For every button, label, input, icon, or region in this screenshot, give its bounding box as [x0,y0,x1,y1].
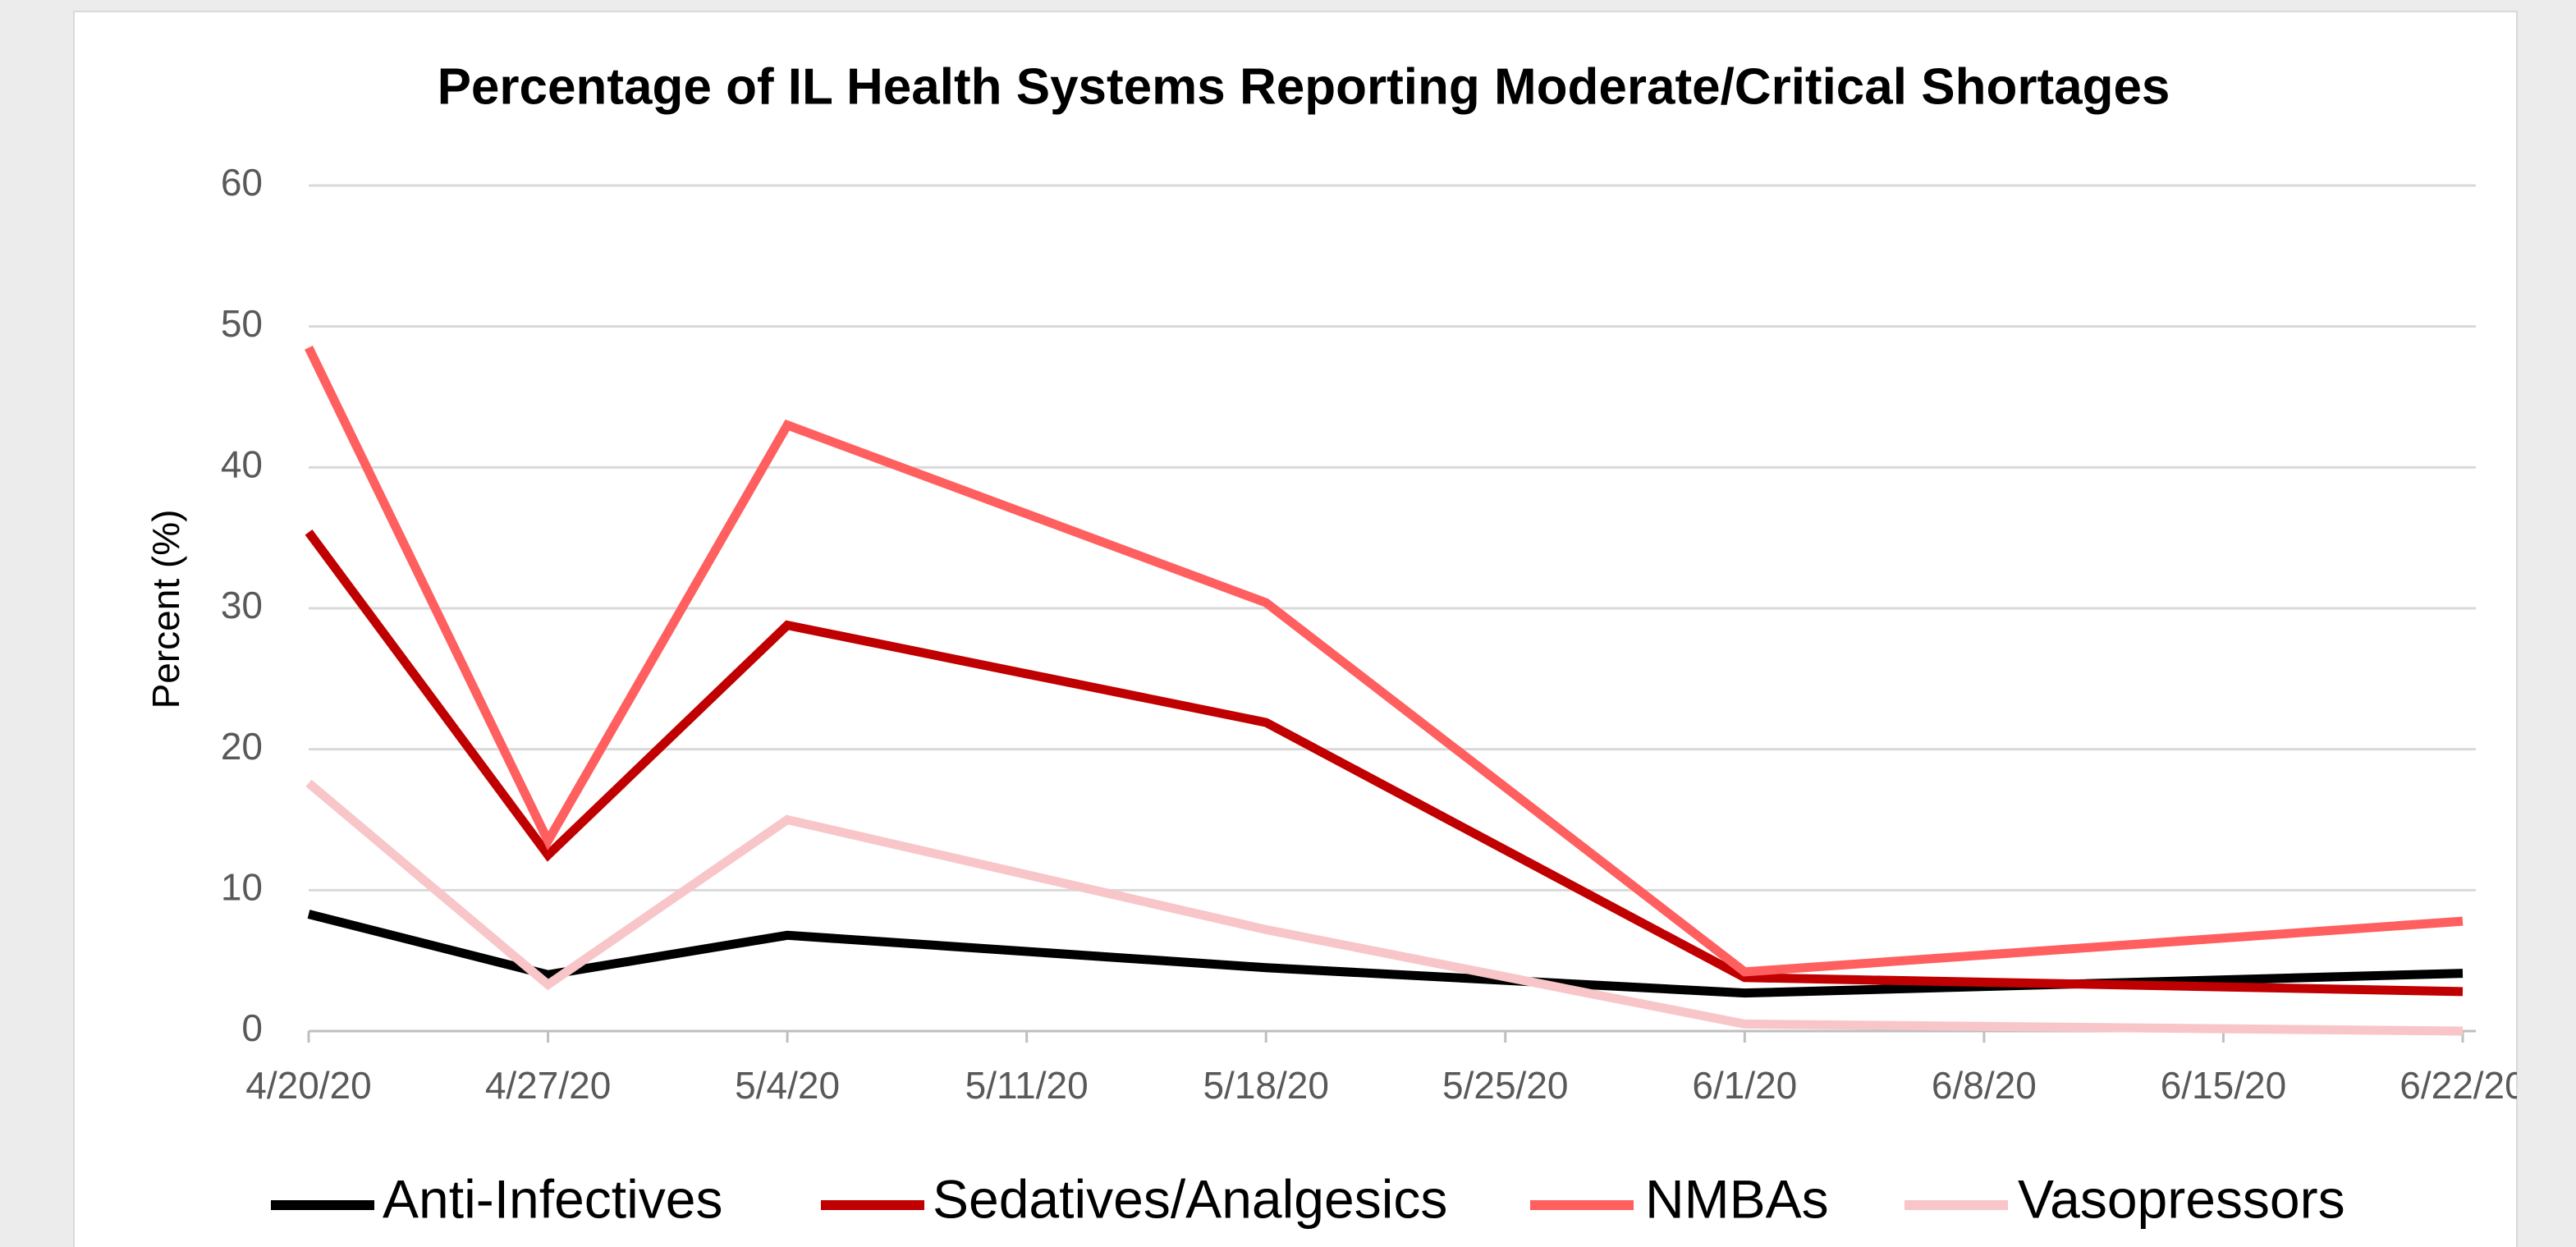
series-line [305,530,2464,997]
y-tick-label: 40 [221,442,263,485]
legend-label: NMBAs [1645,1168,1829,1229]
x-tick-label: 6/1/20 [1692,1064,1797,1107]
y-tick-label: 30 [221,584,263,626]
legend-label: Anti-Infectives [383,1168,723,1229]
x-tick-label: 5/11/20 [965,1064,1089,1107]
x-tick-label: 6/22/20 [2400,1064,2525,1107]
plot-area: 0 10 20 30 40 50 60 4/20/20 4/27/20 5/4/20 5/11/20… [221,161,2525,1229]
x-tick-label: 6/15/20 [2161,1064,2286,1107]
legend-label: Sedatives/Analgesics [933,1168,1447,1229]
x-tick-label: 5/18/20 [1203,1064,1328,1107]
x-tick-label: 5/4/20 [735,1064,840,1107]
legend-label: Vasopressors [2018,1168,2345,1229]
x-tick-label: 4/27/20 [485,1064,611,1107]
y-axis-label: Percent (%) [144,510,187,709]
series-line [307,910,2464,998]
y-tick-label: 50 [221,302,263,345]
x-tick-label: 4/20/20 [245,1064,371,1107]
x-tick-label: 6/8/20 [1932,1064,2037,1107]
chart-title: Percentage of IL Health Systems Reportin… [438,58,2170,115]
y-tick-label: 60 [221,161,263,204]
y-tick-label: 20 [221,725,263,768]
y-tick-label: 10 [221,865,263,908]
series-line [305,346,2464,977]
x-tick-label: 5/25/20 [1442,1064,1568,1107]
series-line [305,779,2464,1036]
y-tick-label: 0 [241,1006,263,1049]
